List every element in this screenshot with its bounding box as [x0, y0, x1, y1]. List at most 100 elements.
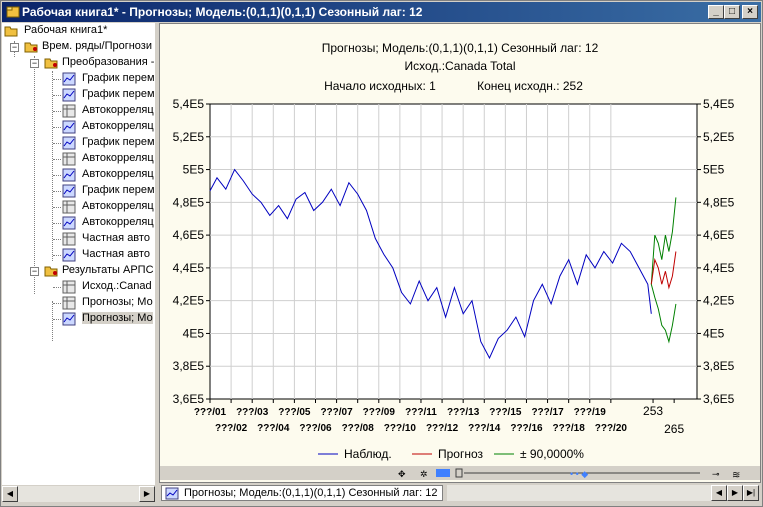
x-tick-label-bottom: ???/18 — [553, 423, 586, 434]
open-folder-icon — [24, 42, 38, 53]
collapse-icon[interactable]: − — [10, 42, 19, 52]
tree-item-label: Прогнозы; Мо — [82, 296, 153, 308]
y-tick-label-left: 3,8E5 — [173, 359, 205, 373]
x-tick-label-top: ???/09 — [363, 407, 396, 418]
tree-item-label: Автокорреляц — [82, 168, 154, 180]
tree-root-label: Рабочая книга1* — [24, 24, 108, 36]
window-title: Рабочая книга1* - Прогнозы; Модель:(0,1,… — [22, 5, 423, 19]
x-tick-label-top: ???/13 — [447, 407, 480, 418]
tree-item-label: Автокорреляц — [82, 104, 154, 116]
x-tick-label-extra: 265 — [664, 422, 684, 436]
scroll-right-arrow-icon[interactable]: ▶ — [139, 486, 155, 502]
y-tick-label-right: 5E5 — [703, 163, 725, 177]
tree-item-label: График перем — [82, 88, 155, 100]
maximize-button[interactable]: □ — [724, 5, 740, 19]
y-tick-label-left: 4,2E5 — [173, 294, 205, 308]
open-folder-icon — [44, 58, 58, 69]
forecast-chart[interactable]: Прогнозы; Модель:(0,1,1)(0,1,1) Сезонный… — [160, 24, 760, 482]
legend-label-forecast: Прогноз — [438, 447, 484, 461]
scroll-end-arrow-icon[interactable]: ▶| — [743, 485, 759, 501]
chart-title-line-2: Исход.:Canada Total — [404, 59, 515, 73]
color-palette-icon[interactable] — [436, 469, 450, 477]
y-tick-label-right: 5,2E5 — [703, 130, 735, 144]
zoom-slider-dots[interactable]: • • ◆ — [570, 469, 588, 479]
document-tab[interactable]: Прогнозы; Модель:(0,1,1)(0,1,1) Сезонный… — [161, 485, 443, 501]
close-button[interactable]: × — [742, 5, 758, 19]
y-tick-label-left: 4E5 — [183, 326, 205, 340]
scroll-left-arrow-icon[interactable]: ◀ — [711, 485, 727, 501]
chart-icon — [62, 216, 76, 230]
open-folder-icon — [44, 266, 58, 277]
x-tick-label-top: ???/01 — [194, 407, 227, 418]
y-tick-label-left: 5,4E5 — [173, 97, 205, 111]
y-tick-label-left: 5,2E5 — [173, 130, 205, 144]
collapse-icon[interactable]: − — [30, 58, 39, 68]
chart-icon — [62, 168, 76, 182]
tree-item-label: График перем — [82, 184, 155, 196]
workbook-tree[interactable]: Рабочая книга1* − Врем. ряды/Прогнози − … — [2, 23, 155, 485]
series-forecast-line — [650, 251, 677, 290]
minimize-button[interactable]: _ — [708, 5, 724, 19]
scroll-left-arrow-icon[interactable]: ◀ — [2, 486, 18, 502]
tree-item-label: Исход.:Canad — [82, 280, 152, 292]
y-tick-label-right: 5,4E5 — [703, 97, 735, 111]
y-tick-label-left: 4,8E5 — [173, 195, 205, 209]
chart-icon — [62, 184, 76, 198]
y-tick-label-left: 4,6E5 — [173, 228, 205, 242]
table-icon — [62, 200, 76, 214]
scroll-right-arrow-icon[interactable]: ▶ — [727, 485, 743, 501]
y-tick-label-left: 4,4E5 — [173, 261, 205, 275]
tree-item-label: Автокорреляц — [82, 152, 154, 164]
collapse-icon[interactable]: − — [30, 266, 39, 276]
tree-item-label: Частная авто — [82, 232, 150, 244]
chart-legend: Наблюд. Прогноз ± 90,0000% — [318, 447, 584, 461]
series-interval-lower-line — [650, 284, 677, 344]
x-tick-label-bottom: ???/14 — [468, 423, 501, 434]
x-tick-label-bottom: ???/08 — [342, 423, 375, 434]
pane-splitter[interactable] — [155, 23, 159, 503]
x-tick-label-top: ???/03 — [236, 407, 269, 418]
y-tick-label-right: 4,2E5 — [703, 294, 735, 308]
chart-icon — [62, 136, 76, 150]
tree-item-label: Автокорреляц — [82, 120, 154, 132]
chart-icon — [62, 88, 76, 102]
chart-subtitle-start: Начало исходных: 1 — [324, 79, 436, 93]
table-icon — [62, 152, 76, 166]
x-tick-label-bottom: ???/06 — [299, 423, 332, 434]
y-tick-label-right: 3,8E5 — [703, 359, 735, 373]
tree-item-label: График перем — [82, 136, 155, 148]
chart-doc-icon — [165, 487, 179, 500]
tree-node-results-label: Результаты АРПС — [62, 264, 154, 276]
zoom-key-icon[interactable]: ⊸ — [712, 469, 720, 479]
x-tick-label-bottom: ???/02 — [215, 423, 248, 434]
zoom-hand-icon[interactable]: ✥ — [398, 469, 406, 479]
x-tick-label-top: ???/17 — [531, 407, 564, 418]
x-tick-label-top: ???/15 — [489, 407, 522, 418]
plot-area — [209, 103, 698, 400]
tree-horizontal-scrollbar[interactable]: ◀ ▶ — [2, 486, 155, 502]
y-tick-label-right: 3,6E5 — [703, 392, 735, 406]
document-tab-label: Прогнозы; Модель:(0,1,1)(0,1,1) Сезонный… — [184, 487, 438, 499]
table-icon — [62, 280, 76, 294]
chart-panel[interactable]: Прогнозы; Модель:(0,1,1)(0,1,1) Сезонный… — [159, 23, 761, 483]
zoom-toolbar[interactable]: ✥ ✲ • • ◆ ⊸ ≋ — [160, 466, 760, 481]
bottom-bar: Прогнозы; Модель:(0,1,1)(0,1,1) Сезонный… — [159, 484, 761, 502]
series-interval-upper-line — [650, 197, 677, 285]
y-tick-label-right: 4E5 — [703, 326, 725, 340]
workbook-icon — [6, 6, 20, 18]
tree-item-label: Частная авто — [82, 248, 150, 260]
legend-label-observed: Наблюд. — [344, 447, 392, 461]
expand-toolbar-icon[interactable]: ≋ — [732, 470, 740, 481]
y-tick-label-right: 4,6E5 — [703, 228, 735, 242]
x-tick-label-bottom: ???/10 — [384, 423, 417, 434]
legend-label-interval: ± 90,0000% — [520, 447, 584, 461]
zoom-gear-icon[interactable]: ✲ — [420, 469, 428, 479]
y-tick-label-left: 3,6E5 — [173, 392, 205, 406]
zoom-slider-left[interactable] — [455, 468, 463, 478]
x-tick-label-top: ???/11 — [405, 407, 437, 418]
x-tick-label-bottom: ???/20 — [595, 423, 628, 434]
document-horizontal-scrollbar[interactable]: ◀ ▶ ▶| — [447, 485, 759, 501]
title-bar[interactable]: Рабочая книга1* - Прогнозы; Модель:(0,1,… — [2, 2, 761, 22]
tree-item-label: Автокорреляц — [82, 216, 154, 228]
